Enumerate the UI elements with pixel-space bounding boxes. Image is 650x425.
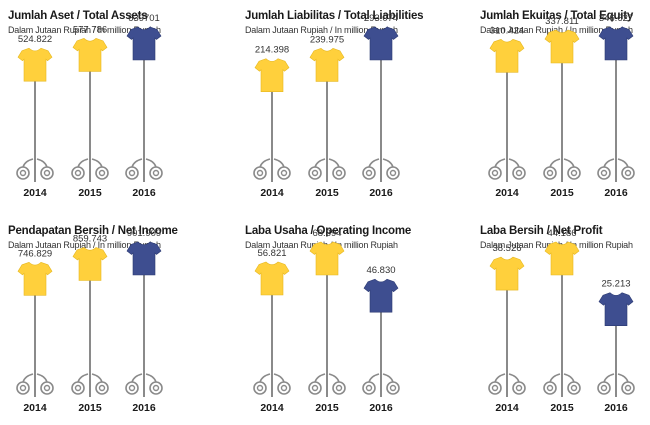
bar-2014 xyxy=(488,38,526,182)
data-label: 346.627 xyxy=(599,13,633,24)
category-label: 2014 xyxy=(495,402,519,414)
data-label: 524.822 xyxy=(18,34,52,45)
data-label: 337.811 xyxy=(545,16,579,27)
chart-operating-income: Laba Usaha / Operating Income Dalam Juta… xyxy=(245,225,455,425)
chart-plot: 310.424 2014 337.811 2015 346.627 2016 xyxy=(488,13,635,199)
chart-plot: 524.822 2014 577.786 2015 639701 2016 xyxy=(16,13,163,199)
bar-2016 xyxy=(362,26,400,182)
category-label: 2016 xyxy=(132,187,156,199)
data-label: 56.821 xyxy=(257,248,286,259)
chart-subtitle: Dalam Jutaan Rupiah / In million Rupiah xyxy=(8,240,161,250)
bar-2015 xyxy=(71,38,109,182)
chart-subtitle: Dalam Jutaan Rupiah / In million Rupiah xyxy=(8,25,161,35)
chart-title: Jumlah Ekuitas / Total Equity xyxy=(480,10,634,22)
category-label: 2015 xyxy=(78,187,102,199)
category-label: 2015 xyxy=(78,402,102,414)
bar-2016 xyxy=(597,26,635,182)
category-label: 2014 xyxy=(495,187,519,199)
category-label: 2016 xyxy=(132,402,156,414)
chart-net-profit: Laba Bersih / Net Profit Dalam Jutaan Ru… xyxy=(480,225,650,425)
bar-2014 xyxy=(253,58,291,182)
category-label: 2015 xyxy=(550,402,574,414)
data-label: 214.398 xyxy=(255,45,289,56)
data-label: 901.909 xyxy=(127,228,161,239)
data-label: 46.830 xyxy=(366,265,395,276)
chart-title: Jumlah Liabilitas / Total Liabilities xyxy=(245,10,424,22)
chart-plot: 214.398 2014 239.975 2015 293.074 2016 xyxy=(253,13,400,199)
bar-2016 xyxy=(362,278,400,397)
bar-2016 xyxy=(125,241,163,397)
chart-net-income: Pendapatan Bersih / Net Income Dalam Jut… xyxy=(8,225,218,425)
chart-title: Jumlah Aset / Total Assets xyxy=(8,10,148,22)
bar-2014 xyxy=(16,261,54,397)
category-label: 2014 xyxy=(23,402,47,414)
data-label: 44.186 xyxy=(547,228,576,239)
data-label: 859.743 xyxy=(73,234,107,245)
bar-2014 xyxy=(253,261,291,397)
category-label: 2014 xyxy=(23,187,47,199)
chart-title: Pendapatan Bersih / Net Income xyxy=(8,225,178,237)
data-label: 310.424 xyxy=(490,25,524,36)
bar-2016 xyxy=(597,292,635,397)
category-label: 2014 xyxy=(260,187,284,199)
category-label: 2015 xyxy=(315,402,339,414)
bar-2015 xyxy=(308,241,346,397)
data-label: 746.829 xyxy=(18,248,52,259)
chart-subtitle: Dalam Jutaan Rupiah / In million Rupiah xyxy=(245,25,398,35)
chart-subtitle: Dalam Jutaan Rupiah / In million Rupiah xyxy=(480,25,633,35)
data-label: 68.394 xyxy=(312,228,341,239)
chart-plot: 38.526 2014 44.186 2015 25.213 2016 xyxy=(488,228,635,414)
data-label: 639701 xyxy=(128,13,160,24)
bar-2015 xyxy=(308,48,346,182)
bar-2015 xyxy=(543,29,581,182)
bar-2014 xyxy=(16,47,54,182)
data-label: 239.975 xyxy=(310,34,344,45)
chart-title: Laba Bersih / Net Profit xyxy=(480,225,603,237)
chart-title: Laba Usaha / Operating Income xyxy=(245,225,412,237)
category-label: 2016 xyxy=(369,187,393,199)
data-label: 38.526 xyxy=(492,243,521,254)
category-label: 2016 xyxy=(604,187,628,199)
data-label: 577.786 xyxy=(73,24,107,35)
bar-2016 xyxy=(125,26,163,182)
chart-plot: 746.829 2014 859.743 2015 901.909 2016 xyxy=(16,228,163,414)
category-label: 2014 xyxy=(260,402,284,414)
bar-2015 xyxy=(543,241,581,397)
chart-total-equity: Jumlah Ekuitas / Total Equity Dalam Juta… xyxy=(480,10,650,210)
data-label: 293.074 xyxy=(364,13,398,24)
chart-total-assets: Jumlah Aset / Total Assets Dalam Jutaan … xyxy=(8,10,218,210)
data-label: 25.213 xyxy=(601,279,630,290)
category-label: 2015 xyxy=(315,187,339,199)
bar-2014 xyxy=(488,256,526,397)
category-label: 2016 xyxy=(369,402,393,414)
category-label: 2016 xyxy=(604,402,628,414)
bar-2015 xyxy=(71,247,109,397)
chart-total-liabilities: Jumlah Liabilitas / Total Liabilities Da… xyxy=(245,10,455,210)
chart-plot: 56.821 2014 68.394 2015 46.830 2016 xyxy=(253,228,400,414)
category-label: 2015 xyxy=(550,187,574,199)
